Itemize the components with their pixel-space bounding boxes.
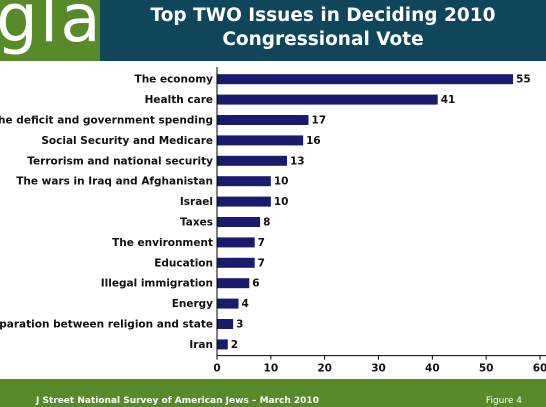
bar-chart: The economy 55 Health care 41 The deficit an… (0, 67, 546, 375)
bar (217, 217, 261, 227)
bar (217, 176, 271, 187)
category-label: Social Security and Medicare (41, 135, 213, 147)
footer-source: J Street National Survey of American Jew… (36, 396, 319, 406)
bar (217, 237, 255, 248)
footer-figure-label: Figure 4 (485, 396, 522, 406)
category-label: The economy (135, 74, 214, 86)
data-label: 55 (516, 74, 531, 86)
data-label: 13 (290, 155, 305, 167)
bar (217, 278, 250, 289)
category-label: Terrorism and national security (27, 155, 213, 167)
bar (217, 298, 239, 309)
data-label: 16 (306, 135, 321, 147)
data-label: 10 (274, 196, 289, 208)
data-label: 8 (263, 217, 270, 229)
bar (217, 94, 438, 105)
bar (217, 135, 304, 146)
x-tick-label: 40 (425, 363, 440, 375)
category-label: The environment (112, 237, 213, 249)
category-label: Health care (145, 94, 213, 106)
category-label: The deficit and government spending (0, 115, 213, 127)
x-tick-label: 10 (264, 363, 279, 375)
category-label: Iran (189, 339, 213, 351)
category-label: Energy (172, 298, 213, 310)
chart-title-line-2: Congressional Vote (222, 29, 424, 50)
x-tick-label: 0 (213, 363, 220, 375)
data-label: 3 (236, 319, 243, 331)
data-label: 6 (252, 278, 259, 290)
data-label: 7 (258, 257, 265, 269)
header-bar: gla Top TWO Issues in Deciding 2010 Cong… (0, 0, 546, 61)
data-label: 2 (231, 339, 238, 351)
logo: gla (0, 0, 100, 61)
footer-bar: J Street National Survey of American Jew… (0, 379, 546, 407)
logo-text: gla (0, 0, 100, 57)
chart-title: Top TWO Issues in Deciding 2010 Congress… (100, 4, 546, 52)
chart-area: The economy 55 Health care 41 The deficit an… (0, 61, 546, 379)
x-tick-label: 20 (317, 363, 332, 375)
category-label: Education (154, 257, 213, 269)
data-label: 17 (312, 115, 327, 127)
data-label: 4 (242, 298, 249, 310)
data-label: 10 (274, 176, 289, 188)
bar (217, 339, 228, 350)
x-tick-label: 30 (371, 363, 386, 375)
category-label: Illegal immigration (101, 278, 213, 290)
category-label: The wars in Iraq and Afghanistan (16, 176, 213, 188)
x-tick-label: 50 (479, 363, 494, 375)
data-label: 7 (258, 237, 265, 249)
bar (217, 257, 255, 268)
data-label: 41 (441, 94, 456, 106)
category-label: Taxes (180, 217, 213, 229)
bar (217, 319, 234, 329)
chart-title-line-1: Top TWO Issues in Deciding 2010 (150, 5, 496, 26)
bar (217, 74, 514, 85)
bar (217, 115, 309, 125)
category-label: Israel (180, 196, 213, 208)
category-label: Separation between religion and state (0, 319, 213, 331)
x-tick-label: 60 (533, 363, 546, 375)
bar (217, 196, 271, 207)
bar (217, 155, 287, 166)
